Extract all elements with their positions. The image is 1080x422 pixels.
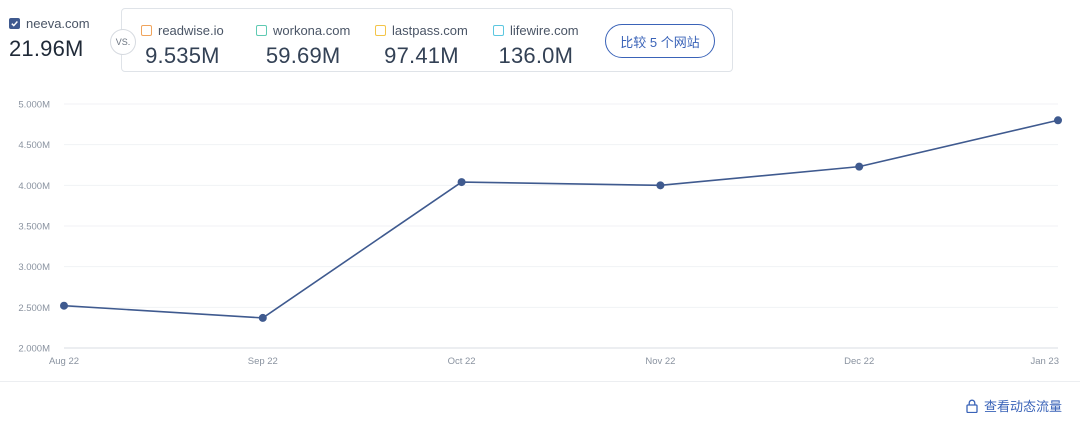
competitor-row[interactable]: workona.com [256, 21, 350, 39]
primary-site-row[interactable]: neeva.com [9, 14, 109, 32]
competitor-lastpass: lastpass.com 97.41M [375, 21, 468, 69]
primary-visits-value: 21.96M [9, 36, 84, 61]
y-tick-label: 2.500M [18, 303, 50, 314]
y-tick-label: 3.500M [18, 222, 50, 233]
view-dynamic-traffic-link[interactable]: 查看动态流量 [966, 396, 1062, 415]
x-tick-label: Nov 22 [645, 356, 675, 367]
x-tick-label: Dec 22 [844, 356, 874, 367]
data-point [1054, 116, 1062, 125]
checkbox-icon[interactable] [493, 24, 504, 36]
x-tick-label: Aug 22 [49, 356, 79, 367]
checkbox-icon[interactable] [141, 24, 152, 36]
compare-sites-button[interactable]: 比较 5 个网站 [605, 24, 715, 58]
data-point [656, 181, 665, 190]
series-line [63, 119, 1059, 319]
x-tick-label: Sep 22 [248, 356, 278, 367]
divider [0, 381, 1080, 382]
y-tick-label: 4.000M [18, 181, 50, 192]
y-tick-label: 2.000M [18, 344, 50, 355]
competitor-row[interactable]: readwise.io [141, 21, 224, 39]
competitor-lifewire: lifewire.com 136.0M [493, 21, 579, 69]
checkbox-icon[interactable] [256, 24, 267, 36]
lock-icon [966, 399, 978, 413]
competitor-site-label: readwise.io [158, 22, 224, 38]
competitor-workona: workona.com 59.69M [256, 21, 350, 69]
competitor-site-label: lifewire.com [510, 22, 579, 38]
competitor-row[interactable]: lastpass.com [375, 21, 468, 39]
competitor-visits-value: 9.535M [145, 43, 220, 68]
data-point [60, 301, 68, 310]
checkbox-checked-icon[interactable] [9, 17, 20, 29]
y-tick-label: 5.000M [18, 100, 50, 111]
data-point [855, 162, 864, 171]
x-tick-label: Jan 23 [1030, 356, 1059, 367]
data-point [258, 313, 267, 322]
competitor-panel: readwise.io 9.535M workona.com 59.69M la… [121, 8, 733, 72]
checkbox-icon[interactable] [375, 24, 386, 36]
y-tick-label: 3.000M [18, 262, 50, 273]
competitor-site-label: workona.com [273, 22, 351, 38]
competitor-visits-value: 59.69M [265, 43, 341, 68]
primary-site: neeva.com 21.96M [9, 14, 109, 62]
traffic-line-chart: 2.000M 2.500M 3.000M 3.500M 4.000M 4.500M 5.00… [18, 100, 1062, 367]
view-dynamic-traffic-label: 查看动态流量 [983, 399, 1062, 414]
competitor-visits-value: 136.0M [498, 43, 574, 68]
competitor-visits-value: 97.41M [384, 43, 459, 68]
x-tick-label: Oct 22 [448, 356, 476, 367]
competitor-readwise: readwise.io 9.535M [141, 21, 224, 69]
competitor-row[interactable]: lifewire.com [493, 21, 579, 39]
y-tick-label: 4.500M [18, 140, 50, 151]
primary-site-label: neeva.com [26, 15, 90, 31]
data-point [457, 178, 466, 187]
competitor-site-label: lastpass.com [392, 22, 468, 38]
vs-badge: VS. [110, 29, 136, 55]
